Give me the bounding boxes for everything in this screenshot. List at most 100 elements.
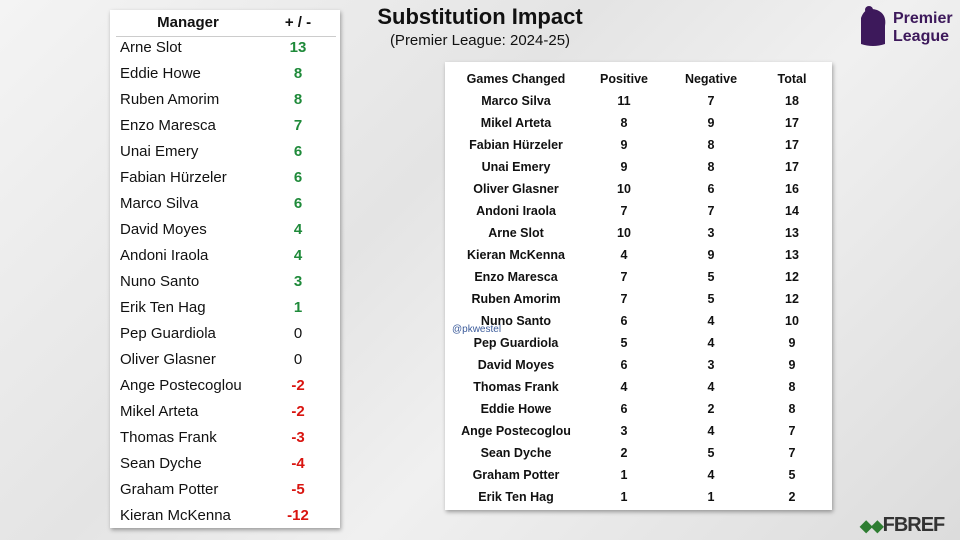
header-rule	[116, 36, 336, 37]
count-cell: 5	[788, 468, 796, 482]
count-cell: 17	[785, 116, 799, 130]
count-cell: 2	[788, 490, 796, 504]
count-cell: 8	[788, 402, 796, 416]
count-cell: 3	[620, 424, 628, 438]
manager-name: Mikel Arteta	[120, 403, 199, 420]
count-cell: 17	[785, 138, 799, 152]
count-cell: 7	[788, 446, 796, 460]
manager-name: Marco Silva	[481, 94, 551, 108]
count-cell: 12	[785, 292, 799, 306]
count-cell: 6	[620, 358, 628, 372]
plus-minus: 4	[293, 247, 303, 264]
plus-minus: 0	[293, 351, 303, 368]
manager-name: Pep Guardiola	[473, 336, 559, 350]
count-cell: 7	[620, 292, 628, 306]
plus-minus: 6	[293, 169, 303, 186]
plus-minus: -4	[291, 455, 305, 472]
manager-name: Fabian Hürzeler	[469, 138, 563, 152]
manager-name: Graham Potter	[120, 481, 219, 498]
plus-minus: 4	[293, 221, 303, 238]
count-cell: 16	[785, 182, 799, 196]
logo-icon	[861, 6, 886, 46]
count-cell: 8	[620, 116, 628, 130]
manager-name: Arne Slot	[120, 39, 182, 56]
manager-name: Thomas Frank	[473, 380, 559, 394]
manager-name: Eddie Howe	[120, 65, 201, 82]
manager-name: Pep Guardiola	[120, 325, 216, 342]
manager-name: Enzo Maresca	[474, 270, 558, 284]
count-cell: 6	[620, 314, 628, 328]
count-cell: 7	[620, 270, 628, 284]
count-cell: 9	[620, 160, 628, 174]
plus-minus: -5	[291, 481, 305, 498]
plus-minus: 13	[289, 39, 307, 56]
plus-minus: -12	[287, 507, 309, 524]
count-cell: 2	[707, 402, 715, 416]
count-cell: 9	[707, 248, 715, 262]
manager-name: Ruben Amorim	[471, 292, 561, 306]
count-cell: 4	[620, 380, 628, 394]
count-cell: 9	[620, 138, 628, 152]
count-cell: 18	[785, 94, 799, 108]
title: Substitution Impact	[377, 4, 583, 29]
plus-minus: -3	[291, 429, 305, 446]
manager-name: Eddie Howe	[480, 402, 552, 416]
manager-name: Mikel Arteta	[480, 116, 552, 130]
count-cell: 9	[788, 358, 796, 372]
count-cell: 10	[617, 182, 631, 196]
count-cell: 8	[788, 380, 796, 394]
count-cell: 3	[707, 358, 715, 372]
logo: Premier League	[855, 4, 957, 48]
count-cell: 1	[620, 468, 628, 482]
manager-name: Graham Potter	[472, 468, 560, 482]
manager-name: Arne Slot	[488, 226, 544, 240]
count-cell: 4	[707, 314, 715, 328]
manager-name: Kieran McKenna	[120, 507, 231, 524]
manager-name: Andoni Iraola	[476, 204, 556, 218]
left-table: Manager + / - Arne Slot 13 Eddie Howe 8 Ruben …	[110, 10, 340, 528]
plus-minus: 8	[293, 91, 303, 108]
count-cell: 4	[707, 424, 715, 438]
count-cell: 10	[785, 314, 799, 328]
count-cell: 6	[620, 402, 628, 416]
plus-minus: 0	[293, 325, 303, 342]
manager-name: David Moyes	[477, 358, 555, 372]
logo-line2: League	[893, 28, 950, 45]
plus-minus: -2	[291, 403, 305, 420]
header-cell: Manager	[157, 14, 219, 31]
count-cell: 7	[707, 94, 715, 108]
count-cell: 7	[707, 204, 715, 218]
manager-name: Ruben Amorim	[120, 91, 220, 108]
count-cell: 1	[707, 490, 715, 504]
count-cell: 17	[785, 160, 799, 174]
count-cell: 1	[620, 490, 628, 504]
header-cell: Positive	[600, 72, 648, 86]
source-icon: ◆◆	[860, 518, 884, 535]
manager-name: Oliver Glasner	[473, 182, 559, 196]
count-cell: 5	[707, 292, 715, 306]
manager-name: David Moyes	[120, 221, 207, 238]
count-cell: 4	[707, 380, 715, 394]
count-cell: 7	[620, 204, 628, 218]
manager-name: Fabian Hürzeler	[120, 169, 227, 186]
count-cell: 5	[707, 270, 715, 284]
count-cell: 10	[617, 226, 631, 240]
count-cell: 9	[707, 116, 715, 130]
logo-line1: Premier	[893, 10, 953, 27]
manager-name: Nuno Santo	[120, 273, 200, 290]
right-table: Games Changed Positive Negative Total Marco …	[445, 62, 832, 510]
manager-name: Enzo Maresca	[120, 117, 216, 134]
count-cell: 5	[620, 336, 628, 350]
plus-minus: 6	[293, 195, 303, 212]
manager-name: Thomas Frank	[120, 429, 217, 446]
count-cell: 6	[707, 182, 715, 196]
count-cell: 14	[785, 204, 799, 218]
source-text: FBREF	[882, 514, 946, 536]
count-cell: 2	[620, 446, 628, 460]
plus-minus: 8	[293, 65, 303, 82]
subtitle: (Premier League: 2024-25)	[389, 32, 571, 49]
count-cell: 13	[785, 226, 799, 240]
source-logo: ◆◆FBREF	[860, 514, 946, 537]
manager-name: Sean Dyche	[120, 455, 202, 472]
